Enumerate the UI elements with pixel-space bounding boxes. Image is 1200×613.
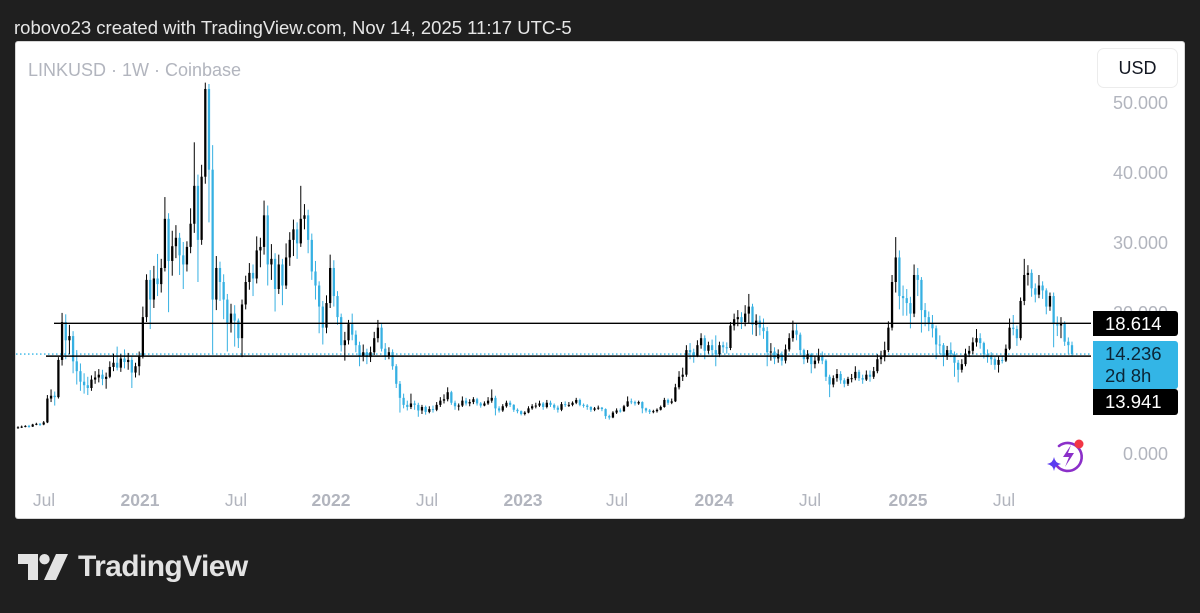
- last-price-value: 14.236: [1105, 343, 1162, 364]
- bar-countdown: 2d 8h: [1105, 365, 1152, 386]
- tradingview-wordmark: TradingView: [78, 550, 248, 583]
- x-axis-label: Jul: [605, 490, 629, 510]
- x-axis-label: 2024: [694, 490, 734, 510]
- tradingview-logo[interactable]: TradingView: [18, 550, 248, 584]
- candlestick-plot[interactable]: [16, 42, 1184, 518]
- x-axis-label: 2025: [888, 490, 928, 510]
- y-axis-label: 30.000: [1112, 233, 1168, 253]
- x-axis-label: Jul: [798, 490, 822, 510]
- x-axis-label: 2021: [120, 490, 160, 510]
- symbol-title: LINKUSD · 1W · Coinbase: [28, 60, 242, 80]
- x-axis-label: Jul: [224, 490, 248, 510]
- x-axis-label: 2022: [311, 490, 351, 510]
- x-axis-label: Jul: [32, 490, 56, 510]
- currency-button[interactable]: USD: [1097, 48, 1178, 88]
- upper-line-price-label: 18.614: [1093, 311, 1178, 336]
- last-price-label: 14.236 2d 8h: [1093, 341, 1178, 389]
- x-axis-label: Jul: [415, 490, 439, 510]
- y-axis-label: 50.000: [1112, 93, 1168, 113]
- tradingview-mark-icon: [18, 554, 68, 580]
- lower-line-price-label: 13.941: [1093, 389, 1178, 415]
- chart-panel: LINKUSD · 1W · Coinbase USD 50.000 40.00…: [16, 42, 1184, 518]
- x-axis-label: Jul: [992, 490, 1016, 510]
- x-axis-label: 2023: [503, 490, 543, 510]
- y-axis-label: 40.000: [1112, 163, 1168, 183]
- snapshot-caption: robovo23 created with TradingView.com, N…: [14, 17, 572, 38]
- y-axis-label: 0.000: [1122, 444, 1168, 464]
- sparkle-lightning-icon[interactable]: [1046, 438, 1088, 474]
